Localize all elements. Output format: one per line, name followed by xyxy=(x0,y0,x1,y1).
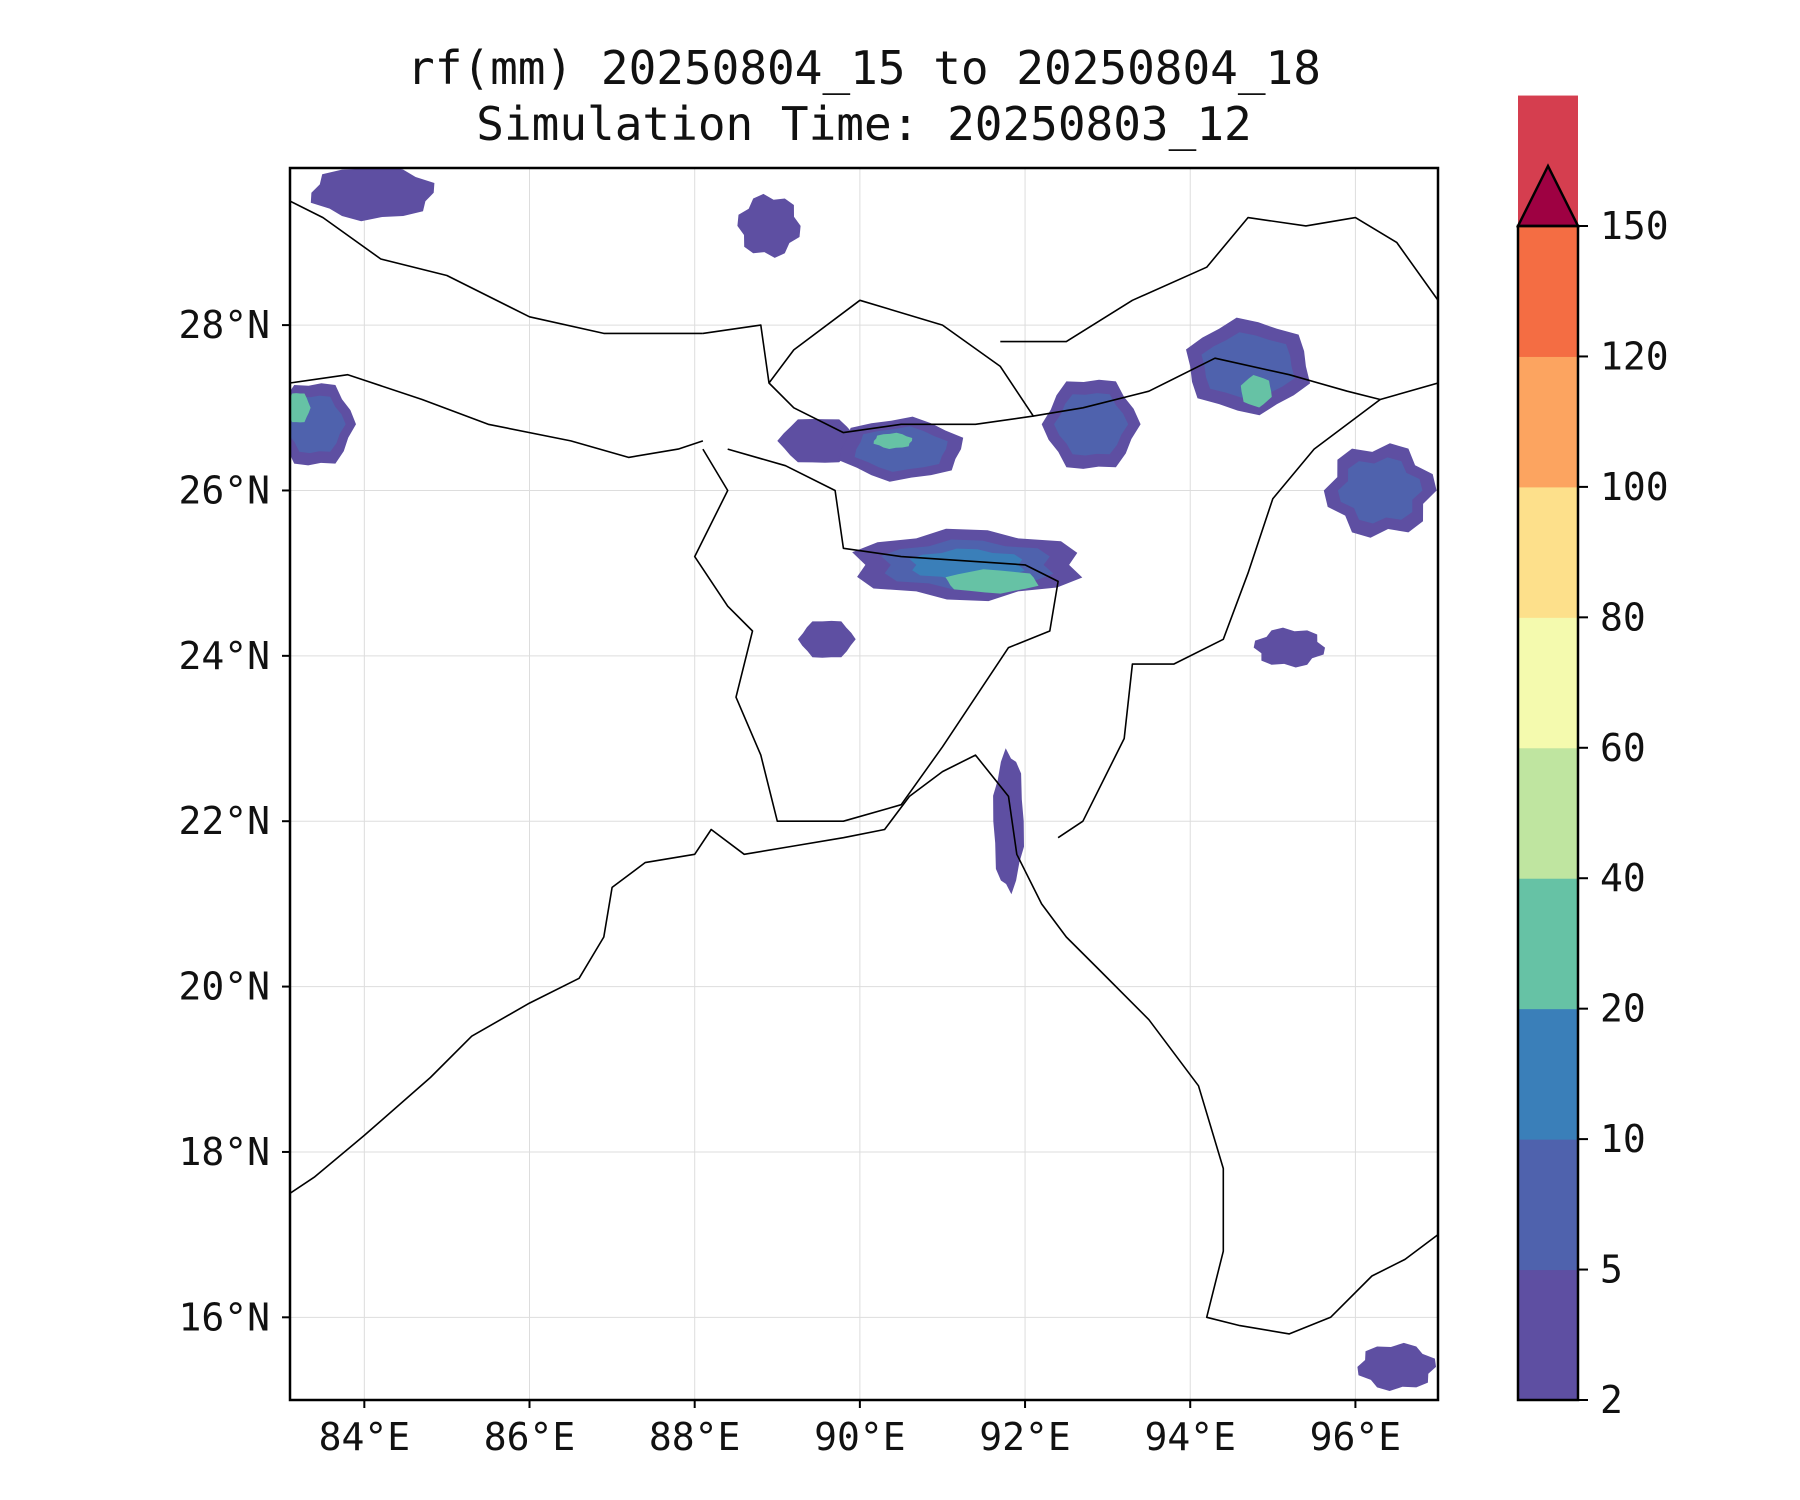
lon-tick-label: 94°E xyxy=(1144,1415,1236,1459)
lat-tick-label: 28°N xyxy=(178,303,270,347)
border-nepal-south xyxy=(290,373,704,459)
rain-region-arunachal-west-mid xyxy=(1054,393,1129,456)
lat-tick-label: 24°N xyxy=(178,634,270,678)
rain-region-arunachal-core-hotspot xyxy=(1240,375,1272,408)
rain-region-tibet-north-west-outer xyxy=(310,168,435,222)
rain-region-bhutan-core-hotspot xyxy=(873,432,913,449)
colorbar-segment xyxy=(1518,1269,1578,1401)
rain-region-meghalaya-core-hotspot xyxy=(945,569,1039,594)
lon-tick-label: 96°E xyxy=(1310,1415,1402,1459)
lon-tick-label: 92°E xyxy=(979,1415,1071,1459)
lat-tick-label: 20°N xyxy=(178,965,270,1009)
rain-region-myanmar-north-outer xyxy=(1253,627,1325,668)
map-frame xyxy=(288,166,1440,1402)
border-nepal-north xyxy=(290,200,703,335)
lon-tick-label: 88°E xyxy=(649,1415,741,1459)
longitude-axis: 84°E 86°E 88°E 90°E 92°E 94°E 96°E xyxy=(319,1400,1402,1459)
lon-tick-label: 84°E xyxy=(319,1415,411,1459)
colorbar-segment xyxy=(1518,1008,1578,1140)
colorbar-tick-label: 40 xyxy=(1600,856,1646,900)
lat-tick-label: 18°N xyxy=(178,1130,270,1174)
coastline-india-east xyxy=(290,754,1438,1335)
colorbar-tick-label: 100 xyxy=(1600,465,1669,509)
colorbar-tick-label: 20 xyxy=(1600,987,1646,1031)
lat-tick-label: 16°N xyxy=(178,1295,270,1339)
colorbar-tick-label: 80 xyxy=(1600,595,1646,639)
colorbar-segment xyxy=(1518,486,1578,618)
lon-tick-label: 86°E xyxy=(484,1415,576,1459)
border-bangladesh xyxy=(693,448,1059,823)
lon-tick-label: 90°E xyxy=(814,1415,906,1459)
border-sikkim-bhutan xyxy=(702,299,1035,434)
colorbar-tick-label: 2 xyxy=(1600,1378,1623,1422)
colorbar-tick-label: 10 xyxy=(1600,1117,1646,1161)
rain-region-chittagong-coast-outer xyxy=(993,748,1024,895)
colorbar-frame xyxy=(1516,224,1580,1402)
lat-tick-label: 22°N xyxy=(178,799,270,843)
plot-title-line-1: rf(mm) 20250804_15 to 20250804_18 xyxy=(407,41,1321,95)
colorbar-segment xyxy=(1518,747,1578,879)
plot-title-line-2: Simulation Time: 20250803_12 xyxy=(476,97,1252,151)
colorbar-tick-label: 120 xyxy=(1600,334,1669,378)
colorbar-tick-label: 150 xyxy=(1600,204,1669,248)
rainfall-layer xyxy=(290,168,1437,1391)
rain-region-nepal-core-hotspot xyxy=(290,393,311,423)
rain-region-arunachal-center-mid xyxy=(1201,332,1295,401)
rain-region-andaman-south-outer xyxy=(1357,1342,1436,1391)
lat-tick-label: 26°N xyxy=(178,468,270,512)
latitude-axis: 16°N 18°N 20°N 22°N 24°N 26°N 28°N xyxy=(178,303,290,1339)
rain-region-tibet-north-center-outer xyxy=(737,193,801,258)
border-arunachal-china xyxy=(1000,216,1438,343)
rain-region-arunachal-east-mid xyxy=(1337,457,1423,524)
coastlines-borders xyxy=(290,200,1438,1335)
colorbar-tick-label: 5 xyxy=(1600,1248,1623,1292)
border-assam-arunachal xyxy=(1033,357,1438,417)
border-india-myanmar xyxy=(1057,398,1381,839)
colorbar-segment xyxy=(1518,356,1578,488)
rain-region-bangladesh-north-outer xyxy=(797,620,856,658)
colorbar-segment xyxy=(1518,226,1578,357)
colorbar: 2 5 10 20 40 60 80 100 120 150 xyxy=(1515,95,1669,1422)
colorbar-segment xyxy=(1518,1139,1578,1271)
colorbar-segment xyxy=(1518,617,1578,749)
colorbar-segment xyxy=(1518,878,1578,1010)
colorbar-tick-label: 60 xyxy=(1600,726,1646,770)
